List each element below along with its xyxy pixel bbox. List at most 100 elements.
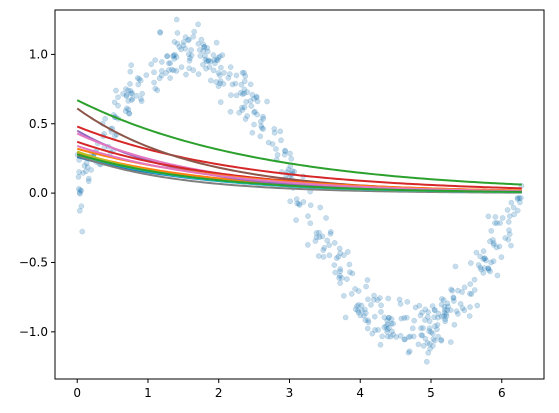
scatter-point xyxy=(428,329,434,336)
scatter-point xyxy=(123,92,130,98)
fit-curve-13 xyxy=(76,145,522,193)
scatter-point xyxy=(481,255,488,262)
scatter-point xyxy=(122,108,129,115)
scatter-point xyxy=(281,151,288,158)
scatter-point xyxy=(358,302,365,309)
scatter-point xyxy=(288,155,295,162)
scatter-point xyxy=(357,312,364,319)
scatter-point xyxy=(332,269,339,276)
scatter-point xyxy=(475,262,482,268)
scatter-point xyxy=(282,147,288,154)
scatter-point xyxy=(253,93,260,100)
scatter-point xyxy=(466,313,473,319)
scatter-point xyxy=(157,29,163,35)
x-tick-label: 5 xyxy=(427,386,435,400)
scatter-point xyxy=(386,325,392,331)
scatter-point xyxy=(258,123,265,129)
scatter-point xyxy=(173,68,180,74)
scatter-point xyxy=(200,61,206,68)
scatter-point xyxy=(447,339,454,345)
scatter-point xyxy=(432,337,438,344)
scatter-point xyxy=(517,199,523,206)
scatter-point xyxy=(238,81,245,88)
scatter-point xyxy=(327,230,334,237)
scatter-point xyxy=(438,337,445,344)
scatter-point xyxy=(76,189,83,196)
scatter-point xyxy=(337,250,344,257)
scatter-point xyxy=(490,236,496,243)
scatter-point xyxy=(441,303,448,310)
scatter-point xyxy=(508,199,515,206)
scatter-point xyxy=(320,247,327,253)
scatter-point xyxy=(404,298,411,305)
scatter-point xyxy=(480,270,487,276)
scatter-point xyxy=(158,68,165,74)
scatter-point xyxy=(485,265,492,272)
scatter-point xyxy=(128,97,135,103)
scatter-point xyxy=(125,98,132,104)
scatter-point xyxy=(424,340,431,346)
scatter-point xyxy=(419,309,425,316)
scatter-point xyxy=(260,113,266,120)
scatter-point xyxy=(315,253,322,259)
scatter-point xyxy=(170,67,177,74)
scatter-point xyxy=(365,317,371,324)
scatter-point xyxy=(331,240,338,246)
scatter-point xyxy=(355,307,361,314)
scatter-point xyxy=(480,248,487,254)
scatter-point xyxy=(385,315,392,321)
scatter-point xyxy=(241,69,247,76)
scatter-point xyxy=(337,268,344,275)
scatter-point xyxy=(447,307,454,313)
y-tick-label: −1.0 xyxy=(19,325,48,339)
scatter-point xyxy=(271,129,278,136)
scatter-point xyxy=(159,59,165,65)
scatter-point xyxy=(170,52,177,59)
scatter-point xyxy=(300,199,307,205)
scatter-point xyxy=(77,187,84,193)
scatter-point xyxy=(461,284,468,291)
scatter-point xyxy=(185,51,192,58)
scatter-point xyxy=(389,328,395,335)
scatter-point xyxy=(467,260,474,266)
scatter-point xyxy=(443,311,449,317)
scatter-point xyxy=(202,53,208,59)
scatter-point xyxy=(405,349,412,356)
scatter-point xyxy=(468,291,475,297)
y-tick-label: −0.5 xyxy=(19,255,48,269)
scatter-point xyxy=(422,317,428,323)
scatter-point xyxy=(371,296,377,303)
scatter-point xyxy=(102,115,109,122)
scatter-point xyxy=(287,150,293,157)
scatter-point xyxy=(471,287,478,293)
scatter-point xyxy=(442,318,448,325)
scatter-point xyxy=(75,174,82,180)
scatter-point xyxy=(233,72,240,79)
scatter-point xyxy=(125,106,132,113)
scatter-point xyxy=(426,328,432,334)
scatter-point xyxy=(225,75,232,81)
scatter-point xyxy=(434,321,441,328)
scatter-point xyxy=(372,327,378,333)
scatter-point xyxy=(254,111,260,118)
scatter-point xyxy=(218,64,224,71)
scatter-point xyxy=(418,332,425,338)
scatter-point xyxy=(326,252,333,259)
scatter-point xyxy=(374,297,381,303)
scatter-point xyxy=(143,72,150,78)
scatter-point xyxy=(123,105,130,112)
scatter-point xyxy=(381,324,388,331)
scatter-point xyxy=(344,276,350,282)
scatter-point xyxy=(459,289,465,295)
scatter-point xyxy=(377,341,384,348)
scatter-point xyxy=(423,358,430,365)
scatter-point xyxy=(499,215,506,221)
scatter-point xyxy=(371,292,377,299)
scatter-point xyxy=(510,204,517,211)
scatter-point xyxy=(205,57,212,64)
scatter-point xyxy=(435,333,441,340)
scatter-point xyxy=(126,110,133,117)
scatter-point xyxy=(444,300,451,307)
scatter-point xyxy=(490,258,497,265)
scatter-point xyxy=(123,93,130,99)
